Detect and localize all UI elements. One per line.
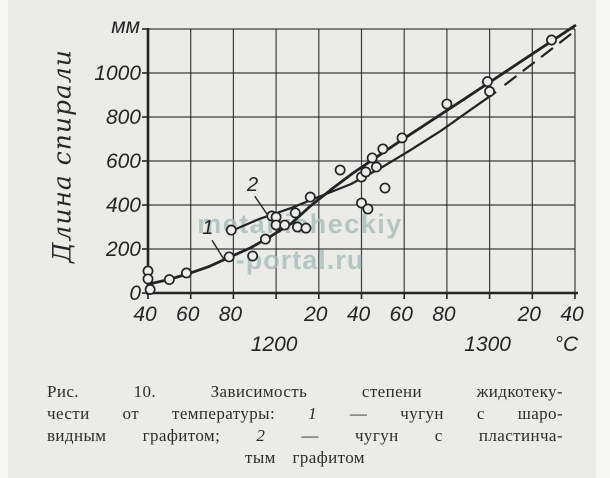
x-tick-label: 20 — [303, 303, 328, 326]
caption-word: степени — [361, 382, 423, 401]
caption-word: видным — [47, 426, 107, 445]
data-point — [379, 182, 391, 194]
caption-word: чугун — [400, 404, 444, 423]
data-point — [163, 274, 175, 286]
data-point — [223, 251, 235, 263]
caption-line: чести от температуры: 1 — чугун с шаро- — [47, 404, 563, 426]
caption-word: с — [476, 404, 485, 423]
data-point — [441, 98, 453, 110]
y-tick-label: 1000 — [94, 62, 141, 85]
fluidity-chart: metallicheckiy-portal.ru4060802040608020… — [94, 15, 584, 356]
x-tick-label: 40 — [560, 303, 584, 326]
data-point — [360, 166, 372, 178]
data-point — [247, 250, 259, 262]
data-point — [279, 219, 291, 231]
caption-word: Зависимость — [210, 382, 308, 401]
data-point — [546, 34, 557, 46]
x-tick-label: 60 — [176, 303, 200, 326]
caption-word: графитом; — [142, 426, 221, 445]
curve-label-leader — [254, 195, 269, 216]
data-point — [289, 207, 301, 219]
curve-label: 2 — [246, 174, 258, 196]
data-point — [482, 76, 493, 88]
data-point — [334, 164, 346, 176]
caption-line: видным графитом; 2 — чугун с пластинча- — [47, 426, 563, 448]
x-tick-label: 20 — [517, 303, 542, 326]
caption-word: 10. — [133, 382, 157, 401]
x-tick-label: 60 — [390, 303, 414, 326]
data-point — [259, 233, 271, 245]
caption-word: чугун — [354, 426, 399, 445]
data-point — [144, 284, 156, 295]
series-line-2-dashed — [503, 30, 576, 86]
x-century-label: 1200 — [251, 333, 298, 356]
caption-line: Рис. 10. Зависимость степени жидкотеку- — [47, 382, 563, 404]
data-point — [484, 86, 496, 97]
data-point — [377, 143, 389, 155]
data-point — [225, 224, 237, 236]
data-point — [366, 152, 378, 164]
page-background — [8, 0, 596, 478]
series-line-1 — [146, 24, 577, 286]
data-point — [356, 197, 367, 209]
data-point — [396, 132, 408, 144]
caption-word: чести — [47, 404, 90, 423]
caption-word: температуры: — [171, 404, 276, 423]
data-point — [300, 222, 312, 234]
watermark-line2: -portal.ru — [236, 245, 365, 275]
figure-caption: Рис. 10. Зависимость степени жидкотеку-чести… — [47, 382, 563, 470]
curve-label: 1 — [202, 217, 213, 239]
y-tick-label: 800 — [106, 106, 141, 129]
data-point — [142, 273, 154, 285]
caption-line: тым графитом — [245, 448, 365, 467]
y-tick-label: 0 — [129, 282, 141, 305]
data-point — [370, 161, 382, 173]
caption-word: — — [349, 404, 368, 423]
y-tick-label: 600 — [106, 150, 141, 173]
caption-word: 2 — [256, 426, 266, 445]
y-axis-title: Длина спирали — [47, 49, 77, 263]
y-tick-label: 400 — [106, 194, 141, 217]
caption-word: от — [122, 404, 140, 423]
caption-word: шаро- — [517, 404, 563, 423]
data-point — [362, 203, 374, 215]
caption-word: с — [434, 426, 443, 445]
caption-word: жидкотеку- — [476, 382, 563, 401]
x-tick-label: 40 — [347, 303, 371, 326]
data-point — [304, 191, 316, 203]
x-tick-label: 80 — [219, 303, 243, 326]
y-axis-unit: мм — [111, 15, 140, 38]
caption-word: Рис. — [47, 382, 79, 401]
x-tick-label: 80 — [432, 303, 456, 326]
caption-word: пластинча- — [478, 426, 563, 445]
data-point — [180, 267, 192, 279]
caption-word: 1 — [308, 404, 317, 423]
x-tick-label: 40 — [133, 303, 157, 326]
caption-word: — — [301, 426, 319, 445]
y-tick-label: 200 — [105, 238, 141, 261]
curve-label-leader — [211, 239, 226, 262]
x-axis-unit: °C — [555, 333, 579, 356]
x-century-label: 1300 — [464, 333, 511, 356]
